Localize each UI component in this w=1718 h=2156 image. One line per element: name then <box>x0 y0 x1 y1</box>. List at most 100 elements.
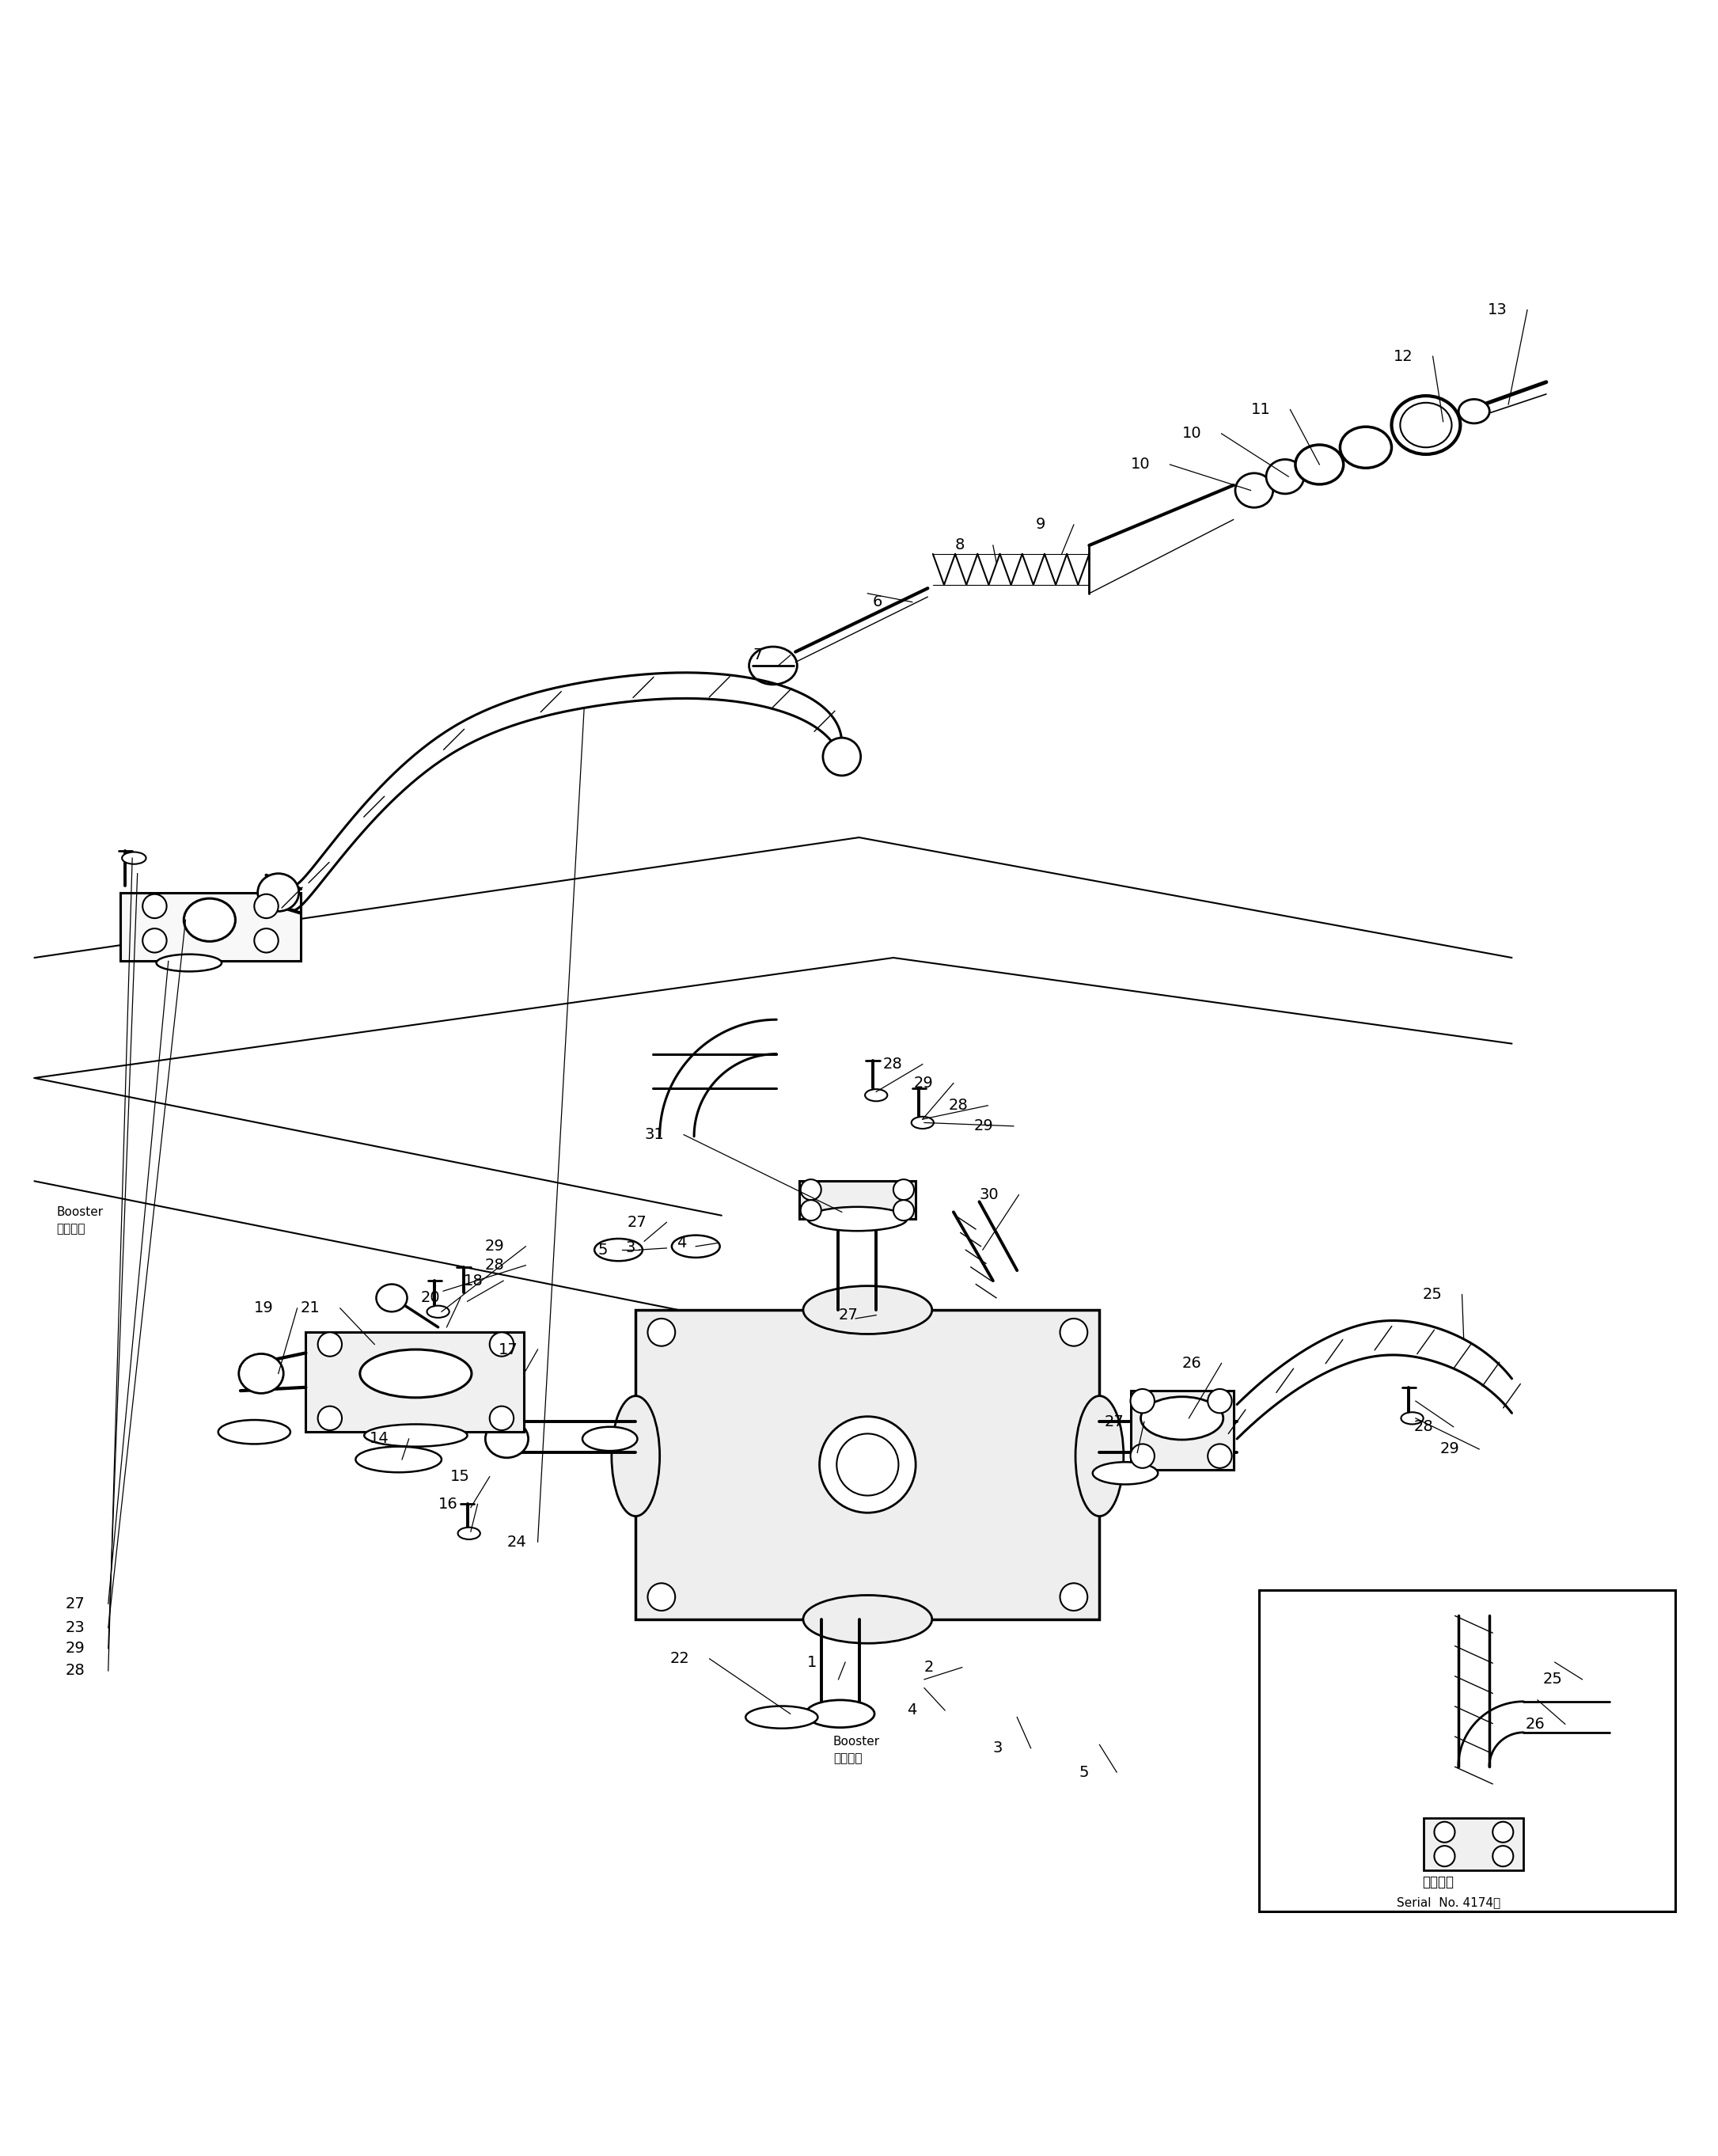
Circle shape <box>1130 1445 1154 1468</box>
Text: 25: 25 <box>1543 1671 1562 1686</box>
Circle shape <box>1493 1822 1514 1843</box>
Text: 15: 15 <box>450 1468 469 1483</box>
Text: 28: 28 <box>883 1056 902 1072</box>
Bar <box>1259 1591 1675 1912</box>
Circle shape <box>801 1201 821 1220</box>
Text: 22: 22 <box>670 1651 689 1667</box>
Circle shape <box>1060 1583 1087 1611</box>
Text: 6: 6 <box>873 595 883 610</box>
Text: 11: 11 <box>1251 401 1270 416</box>
Ellipse shape <box>364 1425 467 1447</box>
Ellipse shape <box>184 899 235 942</box>
Ellipse shape <box>376 1285 407 1311</box>
Ellipse shape <box>1392 397 1460 455</box>
Text: 24: 24 <box>507 1535 526 1550</box>
Polygon shape <box>306 1332 524 1432</box>
Text: 10: 10 <box>1182 427 1201 442</box>
Text: 30: 30 <box>979 1188 998 1203</box>
Ellipse shape <box>1340 427 1392 468</box>
Ellipse shape <box>612 1395 660 1516</box>
Text: 12: 12 <box>1393 349 1412 364</box>
Ellipse shape <box>361 1350 471 1397</box>
Ellipse shape <box>218 1421 290 1445</box>
Text: 29: 29 <box>1440 1442 1459 1457</box>
Circle shape <box>1060 1319 1087 1345</box>
Circle shape <box>490 1332 514 1356</box>
Ellipse shape <box>746 1705 818 1729</box>
Text: 19: 19 <box>254 1300 273 1315</box>
Ellipse shape <box>356 1447 442 1473</box>
Circle shape <box>819 1416 916 1514</box>
Ellipse shape <box>1402 1412 1423 1425</box>
Ellipse shape <box>1093 1462 1158 1483</box>
Circle shape <box>837 1434 899 1496</box>
Circle shape <box>893 1179 914 1201</box>
Ellipse shape <box>122 852 146 865</box>
Text: 27: 27 <box>1105 1414 1124 1429</box>
Text: 28: 28 <box>1414 1419 1433 1434</box>
Text: Booster: Booster <box>57 1205 103 1218</box>
Text: 9: 9 <box>1036 517 1046 533</box>
Ellipse shape <box>1459 399 1490 423</box>
Circle shape <box>1208 1445 1232 1468</box>
Circle shape <box>648 1319 675 1345</box>
Circle shape <box>801 1179 821 1201</box>
Text: 29: 29 <box>484 1240 503 1255</box>
Text: 29: 29 <box>65 1641 84 1656</box>
Text: 5: 5 <box>1079 1764 1089 1779</box>
Circle shape <box>1493 1846 1514 1867</box>
Text: 25: 25 <box>1423 1287 1441 1302</box>
Ellipse shape <box>1295 444 1343 485</box>
Ellipse shape <box>594 1240 643 1261</box>
Text: 28: 28 <box>484 1257 503 1272</box>
Text: 5: 5 <box>598 1242 608 1257</box>
Text: 27: 27 <box>627 1214 646 1229</box>
Circle shape <box>318 1332 342 1356</box>
Ellipse shape <box>1235 472 1273 507</box>
Text: 適用号機: 適用号機 <box>1423 1876 1453 1889</box>
Text: 29: 29 <box>914 1076 933 1091</box>
Ellipse shape <box>806 1701 874 1727</box>
Text: 4: 4 <box>677 1235 687 1250</box>
Ellipse shape <box>823 737 861 776</box>
Text: 3: 3 <box>993 1740 1003 1755</box>
Text: 18: 18 <box>464 1274 483 1289</box>
Text: 17: 17 <box>498 1341 517 1356</box>
Text: 13: 13 <box>1488 302 1507 317</box>
Ellipse shape <box>866 1089 888 1102</box>
Ellipse shape <box>911 1117 935 1130</box>
Circle shape <box>318 1406 342 1429</box>
Circle shape <box>254 895 278 918</box>
Text: 7: 7 <box>752 647 763 662</box>
Text: 26: 26 <box>1526 1716 1544 1731</box>
Circle shape <box>1435 1822 1455 1843</box>
Circle shape <box>1435 1846 1455 1867</box>
Text: 10: 10 <box>1130 457 1149 472</box>
Text: 29: 29 <box>974 1119 993 1134</box>
Ellipse shape <box>672 1235 720 1257</box>
Circle shape <box>893 1201 914 1220</box>
Text: 14: 14 <box>369 1432 388 1447</box>
Polygon shape <box>799 1181 916 1218</box>
Ellipse shape <box>457 1526 479 1539</box>
Ellipse shape <box>1075 1395 1124 1516</box>
Text: 27: 27 <box>838 1307 857 1322</box>
Text: 4: 4 <box>907 1703 917 1718</box>
Text: 26: 26 <box>1182 1356 1201 1371</box>
Text: 1: 1 <box>807 1654 818 1669</box>
Ellipse shape <box>804 1595 931 1643</box>
Ellipse shape <box>804 1285 931 1335</box>
Text: Serial  No. 4174～: Serial No. 4174～ <box>1397 1897 1500 1908</box>
Text: 3: 3 <box>625 1240 636 1255</box>
Polygon shape <box>120 893 301 962</box>
Ellipse shape <box>1400 403 1452 448</box>
Ellipse shape <box>582 1427 637 1451</box>
Circle shape <box>490 1406 514 1429</box>
Text: 16: 16 <box>438 1496 457 1511</box>
Ellipse shape <box>239 1354 283 1393</box>
Text: 21: 21 <box>301 1300 320 1315</box>
Text: Booster: Booster <box>833 1736 880 1746</box>
Text: 23: 23 <box>65 1621 84 1636</box>
Text: 28: 28 <box>948 1097 967 1112</box>
Text: 31: 31 <box>644 1128 663 1143</box>
